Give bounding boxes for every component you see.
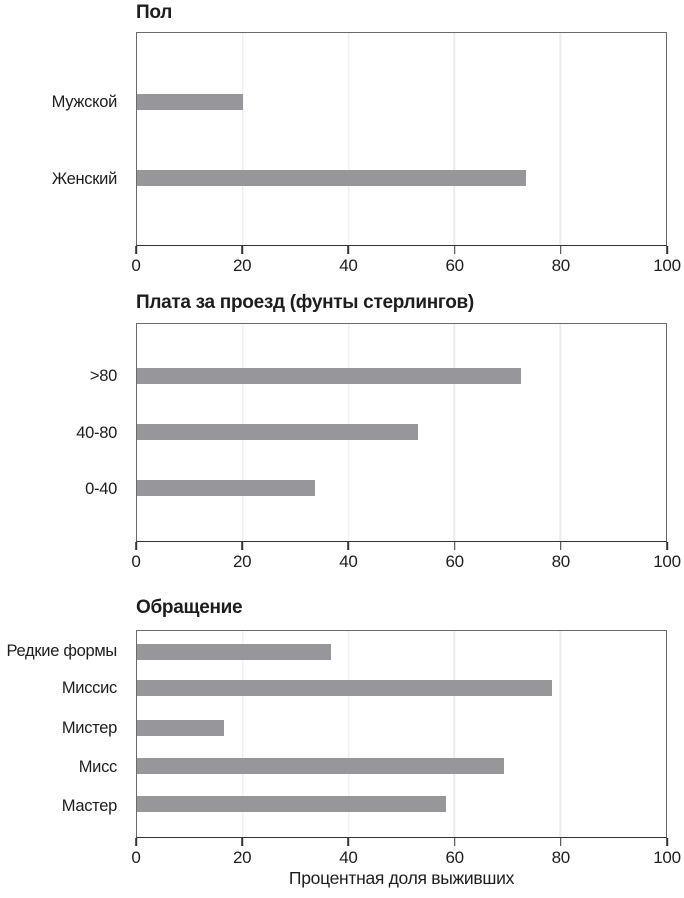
category-label-0-0: Мужской bbox=[51, 92, 118, 111]
x-axis-label: Процентная доля выживших bbox=[288, 868, 515, 888]
x-axis-tick-0 bbox=[135, 838, 137, 846]
chart-panel-gender: Пол 0 20 40 60 80 100 Мужской Женский bbox=[0, 2, 684, 286]
x-axis-tick-60 bbox=[453, 838, 456, 846]
gridline-80 bbox=[559, 631, 561, 837]
x-tick-label-0: 0 bbox=[131, 848, 141, 867]
x-axis-tick-60 bbox=[453, 246, 456, 254]
x-axis-tick-0 bbox=[135, 542, 137, 550]
category-label-2-1: Миссис bbox=[61, 678, 117, 697]
x-axis-tick-20 bbox=[241, 246, 243, 254]
x-tick-label-0: 0 bbox=[131, 552, 141, 571]
x-axis-tick-40 bbox=[347, 246, 350, 254]
x-axis-tick-80 bbox=[560, 542, 562, 550]
x-axis-tick-80 bbox=[560, 246, 562, 254]
plot-area-gender bbox=[136, 32, 667, 246]
x-tick-label-40: 40 bbox=[339, 256, 358, 275]
gridline-40 bbox=[347, 33, 350, 245]
bar-1-1 bbox=[137, 424, 419, 440]
panel-title-title: Обращение bbox=[136, 597, 243, 618]
x-axis-gender: 0 20 40 60 80 100 bbox=[131, 246, 681, 280]
x-axis-tick-0 bbox=[135, 246, 137, 254]
x-axis-tick-20 bbox=[241, 838, 243, 846]
category-label-1-2: 0-40 bbox=[85, 480, 117, 498]
x-tick-label-60: 60 bbox=[445, 552, 464, 571]
x-tick-label-100: 100 bbox=[653, 552, 681, 571]
bar-0-0 bbox=[137, 93, 244, 110]
chart-panel-title: Обращение 0 20 40 60 80 100 Процентная доля в… bbox=[0, 597, 684, 888]
x-axis-tick-60 bbox=[453, 542, 456, 550]
bar-1-2 bbox=[137, 479, 315, 496]
x-tick-label-20: 20 bbox=[233, 848, 252, 867]
plot-area-title bbox=[136, 630, 667, 838]
x-axis-tick-100 bbox=[666, 246, 668, 254]
x-tick-label-40: 40 bbox=[339, 552, 358, 571]
panel-title-gender: Пол bbox=[136, 2, 172, 23]
category-label-1-1: 40-80 bbox=[76, 423, 117, 442]
x-tick-label-80: 80 bbox=[551, 552, 571, 571]
chart-panel-fare: Плата за проезд (фунты стерлингов) 0 20 40… bbox=[0, 292, 684, 582]
x-tick-label-20: 20 bbox=[233, 552, 252, 571]
x-axis-tick-100 bbox=[666, 838, 668, 846]
category-label-2-4: Мастер bbox=[61, 796, 118, 815]
category-label-2-3: Мисс bbox=[78, 757, 118, 776]
category-label-0-1: Женский bbox=[51, 169, 117, 188]
x-tick-label-40: 40 bbox=[339, 848, 358, 867]
plot-area-fare bbox=[136, 323, 667, 542]
gridline-60 bbox=[453, 33, 456, 245]
bar-1-0 bbox=[137, 368, 522, 385]
x-tick-label-20: 20 bbox=[233, 256, 252, 275]
gridline-60 bbox=[453, 324, 456, 541]
category-label-1-0: >80 bbox=[89, 366, 117, 385]
x-tick-label-60: 60 bbox=[445, 256, 464, 275]
gridline-20 bbox=[242, 631, 244, 837]
gridline-80 bbox=[559, 324, 561, 541]
bar-0-1 bbox=[137, 169, 527, 186]
gridline-60 bbox=[453, 631, 456, 837]
x-tick-label-60: 60 bbox=[445, 848, 464, 867]
x-axis-tick-80 bbox=[560, 838, 562, 846]
x-axis-tick-40 bbox=[347, 838, 350, 846]
bar-2-0 bbox=[137, 643, 332, 660]
bar-2-3 bbox=[137, 757, 505, 774]
bar-2-2 bbox=[137, 719, 225, 736]
bar-2-4 bbox=[137, 796, 447, 813]
x-axis-fare: 0 20 40 60 80 100 bbox=[131, 542, 681, 576]
bar-2-1 bbox=[137, 679, 553, 696]
gridline-40 bbox=[347, 631, 350, 837]
x-axis-tick-20 bbox=[241, 542, 243, 550]
panel-title-fare: Плата за проезд (фунты стерлингов) bbox=[136, 292, 474, 313]
x-tick-label-100: 100 bbox=[653, 848, 681, 867]
x-tick-label-80: 80 bbox=[551, 256, 571, 275]
x-axis-tick-40 bbox=[347, 542, 350, 550]
x-tick-label-80: 80 bbox=[551, 848, 571, 867]
gridline-80 bbox=[559, 33, 561, 245]
category-label-2-2: Мистер bbox=[61, 719, 117, 738]
gridline-20 bbox=[242, 33, 244, 245]
x-axis-title: 0 20 40 60 80 100 bbox=[131, 838, 681, 872]
category-label-2-0: Редкие формы bbox=[6, 642, 118, 661]
x-tick-label-100: 100 bbox=[653, 256, 681, 275]
x-axis-tick-100 bbox=[666, 542, 668, 550]
x-tick-label-0: 0 bbox=[131, 256, 141, 275]
